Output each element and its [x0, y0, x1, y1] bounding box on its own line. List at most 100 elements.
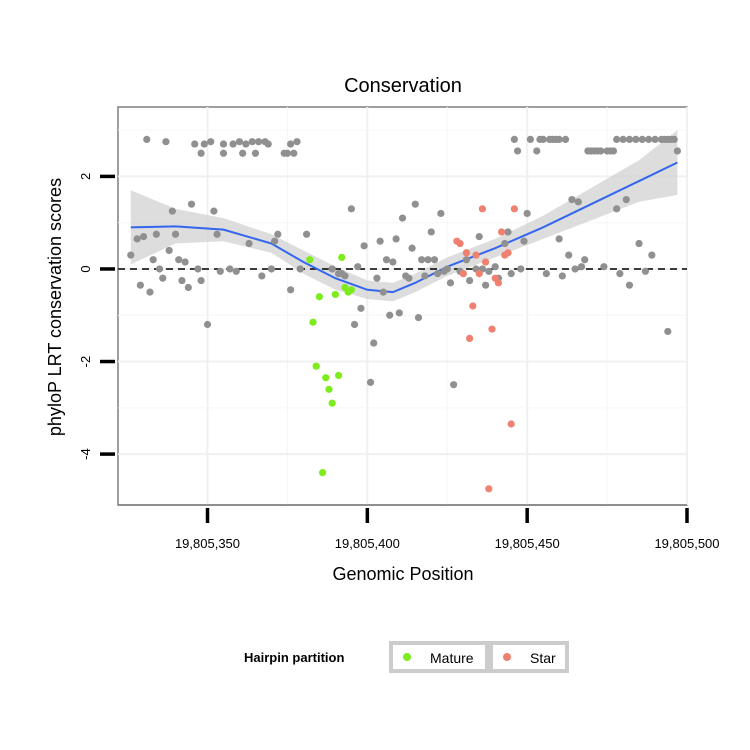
point-other-96 [475, 232, 483, 241]
point-star-13 [494, 279, 502, 287]
point-other-70 [386, 311, 394, 319]
point-other-58 [341, 272, 349, 280]
x-axis-label: Genomic Position [332, 564, 473, 584]
point-other-30 [219, 149, 228, 157]
point-other-126 [577, 263, 586, 271]
point-other-82 [424, 256, 432, 264]
point-other-86 [437, 209, 445, 218]
point-other-110 [526, 135, 534, 143]
data-points [127, 135, 682, 493]
point-other-52 [293, 138, 301, 146]
point-star-10 [485, 485, 493, 493]
point-other-23 [200, 140, 208, 148]
point-other-118 [555, 235, 563, 243]
x-tick-label-3: 19,805,500 [654, 536, 719, 551]
point-other-100 [491, 263, 499, 271]
point-star-18 [510, 205, 518, 213]
point-mature-8 [331, 290, 339, 299]
point-other-61 [354, 263, 362, 271]
point-other-25 [207, 138, 215, 146]
point-other-141 [622, 195, 630, 204]
point-star-8 [478, 205, 487, 213]
point-other-76 [405, 274, 413, 282]
point-other-157 [664, 327, 672, 336]
point-other-114 [542, 270, 550, 278]
point-other-123 [568, 195, 576, 204]
point-other-53 [296, 265, 304, 273]
legend-label-mature: Mature [430, 650, 474, 666]
point-other-111 [533, 147, 541, 155]
point-other-71 [389, 258, 397, 266]
point-star-3 [462, 249, 471, 257]
point-other-142 [625, 281, 634, 289]
point-other-85 [434, 270, 442, 278]
point-other-7 [152, 230, 160, 238]
point-other-49 [287, 140, 295, 148]
point-other-155 [670, 135, 678, 143]
point-star-7 [475, 270, 483, 278]
point-other-102 [501, 239, 509, 248]
point-other-83 [427, 228, 435, 236]
point-other-9 [159, 274, 167, 282]
point-other-88 [443, 265, 451, 273]
point-mature-5 [322, 374, 330, 382]
point-other-136 [609, 147, 618, 155]
x-tick-label-1: 19,805,400 [335, 536, 400, 551]
point-other-105 [510, 135, 518, 143]
point-other-34 [235, 138, 244, 146]
point-other-27 [213, 230, 221, 238]
point-other-48 [283, 149, 292, 157]
point-other-8 [155, 265, 164, 273]
point-other-133 [600, 263, 608, 271]
point-other-5 [146, 288, 154, 296]
point-other-44 [267, 265, 276, 273]
point-other-99 [485, 267, 493, 275]
point-other-94 [466, 276, 474, 285]
point-other-21 [197, 276, 205, 285]
point-other-67 [376, 237, 384, 245]
point-mature-0 [306, 256, 314, 264]
point-other-22 [197, 149, 205, 157]
point-other-84 [430, 256, 439, 264]
point-other-20 [194, 265, 202, 273]
point-other-80 [418, 256, 426, 264]
point-star-16 [504, 249, 512, 257]
point-other-109 [523, 209, 531, 218]
point-other-39 [251, 149, 260, 157]
point-other-145 [635, 239, 643, 248]
point-star-2 [459, 270, 467, 278]
point-other-147 [641, 267, 650, 275]
point-other-74 [398, 214, 407, 222]
point-star-4 [466, 334, 474, 342]
point-other-81 [421, 272, 429, 280]
point-other-72 [392, 235, 400, 243]
point-other-54 [303, 230, 311, 238]
point-other-33 [232, 267, 240, 275]
point-other-55 [328, 265, 336, 273]
point-other-19 [191, 140, 199, 148]
legend: Hairpin partition Mature Star [244, 641, 569, 673]
point-other-106 [513, 147, 522, 155]
point-other-4 [143, 135, 151, 143]
x-axis: 19,805,350 19,805,400 19,805,450 19,805,500 [118, 504, 720, 551]
point-mature-10 [338, 253, 346, 262]
point-other-93 [462, 256, 471, 264]
point-star-9 [482, 258, 490, 266]
point-other-127 [581, 256, 589, 264]
point-other-140 [619, 135, 627, 143]
point-star-6 [472, 251, 480, 259]
point-mature-4 [318, 469, 327, 477]
point-other-50 [287, 286, 295, 294]
point-star-17 [507, 420, 515, 428]
legend-key-mature [403, 653, 411, 661]
point-other-77 [408, 244, 416, 252]
y-axis: 2 0 -2 -4 [78, 173, 115, 460]
point-other-124 [571, 265, 579, 273]
point-star-11 [488, 325, 496, 333]
point-other-144 [632, 135, 640, 143]
point-other-0 [127, 251, 135, 259]
point-other-37 [245, 239, 253, 248]
legend-item-mature: Mature [389, 641, 489, 673]
point-other-64 [366, 378, 375, 386]
